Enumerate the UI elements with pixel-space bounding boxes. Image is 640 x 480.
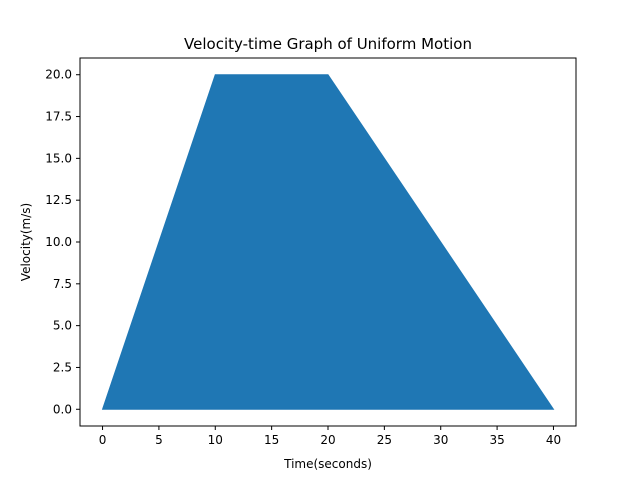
y-tick-label: 15.0 xyxy=(45,151,72,165)
y-tick-label: 17.5 xyxy=(45,110,72,124)
y-tick-label: 10.0 xyxy=(45,235,72,249)
y-tick-label: 20.0 xyxy=(45,68,72,82)
y-tick-label: 12.5 xyxy=(45,193,72,207)
x-tick-label: 0 xyxy=(99,433,107,447)
x-tick-label: 5 xyxy=(155,433,163,447)
y-tick-label: 7.5 xyxy=(53,277,72,291)
y-tick-label: 2.5 xyxy=(53,360,72,374)
chart-title: Velocity-time Graph of Uniform Motion xyxy=(184,35,472,53)
x-tick-label: 20 xyxy=(320,433,335,447)
x-axis-label: Time(seconds) xyxy=(283,457,372,471)
x-tick-label: 40 xyxy=(546,433,561,447)
x-tick-label: 25 xyxy=(377,433,392,447)
plot-area xyxy=(79,57,577,427)
area-series-edge xyxy=(101,74,555,410)
x-axis: 0 5 10 15 20 25 30 35 40 xyxy=(99,426,561,447)
x-tick-label: 15 xyxy=(264,433,279,447)
y-tick-label: 5.0 xyxy=(53,319,72,333)
x-tick-label: 35 xyxy=(489,433,504,447)
y-tick-label: 0.0 xyxy=(53,402,72,416)
area-series-fill xyxy=(102,74,554,410)
y-axis-label: Velocity(m/s) xyxy=(19,203,33,281)
y-axis: 0.0 2.5 5.0 7.5 10.0 12.5 15.0 17.5 20.0 xyxy=(45,68,80,416)
x-tick-label: 10 xyxy=(208,433,223,447)
x-tick-label: 30 xyxy=(433,433,448,447)
